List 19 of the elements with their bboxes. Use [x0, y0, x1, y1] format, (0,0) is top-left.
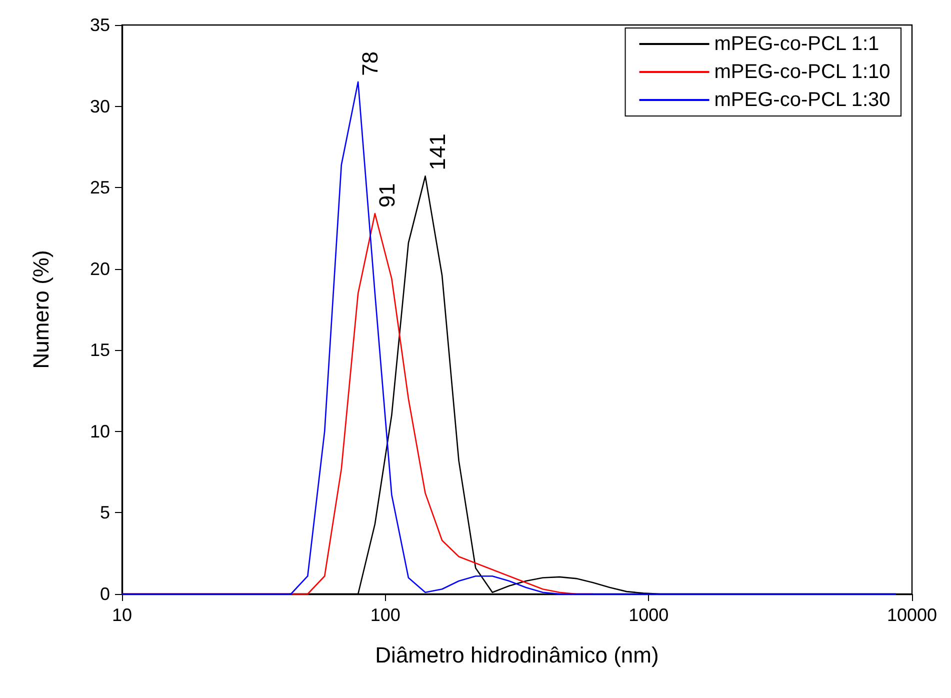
x-tick-label: 100 — [370, 605, 400, 625]
y-tick-label: 20 — [90, 258, 110, 279]
y-axis-title: Numero (%) — [28, 250, 54, 369]
legend-label: mPEG-co-PCL 1:10 — [714, 61, 890, 83]
legend-label: mPEG-co-PCL 1:1 — [714, 33, 880, 55]
y-tick-label: 0 — [100, 584, 110, 604]
annotation: 141 — [424, 133, 450, 170]
x-tick-label: 1000 — [628, 605, 669, 625]
y-tick-label: 25 — [90, 178, 110, 198]
x-axis-title: Diâmetro hidrodinâmico (nm) — [375, 642, 659, 668]
y-tick-label: 35 — [90, 15, 110, 35]
annotation: 91 — [374, 183, 400, 208]
y-tick-label: 10 — [90, 421, 110, 442]
y-tick-label: 5 — [100, 502, 110, 523]
y-tick-label: 30 — [90, 96, 110, 116]
annotation: 78 — [358, 51, 383, 76]
y-tick-label: 15 — [90, 340, 110, 360]
x-tick-label: 10000 — [886, 605, 938, 625]
legend-label: mPEG-co-PCL 1:30 — [714, 89, 890, 111]
